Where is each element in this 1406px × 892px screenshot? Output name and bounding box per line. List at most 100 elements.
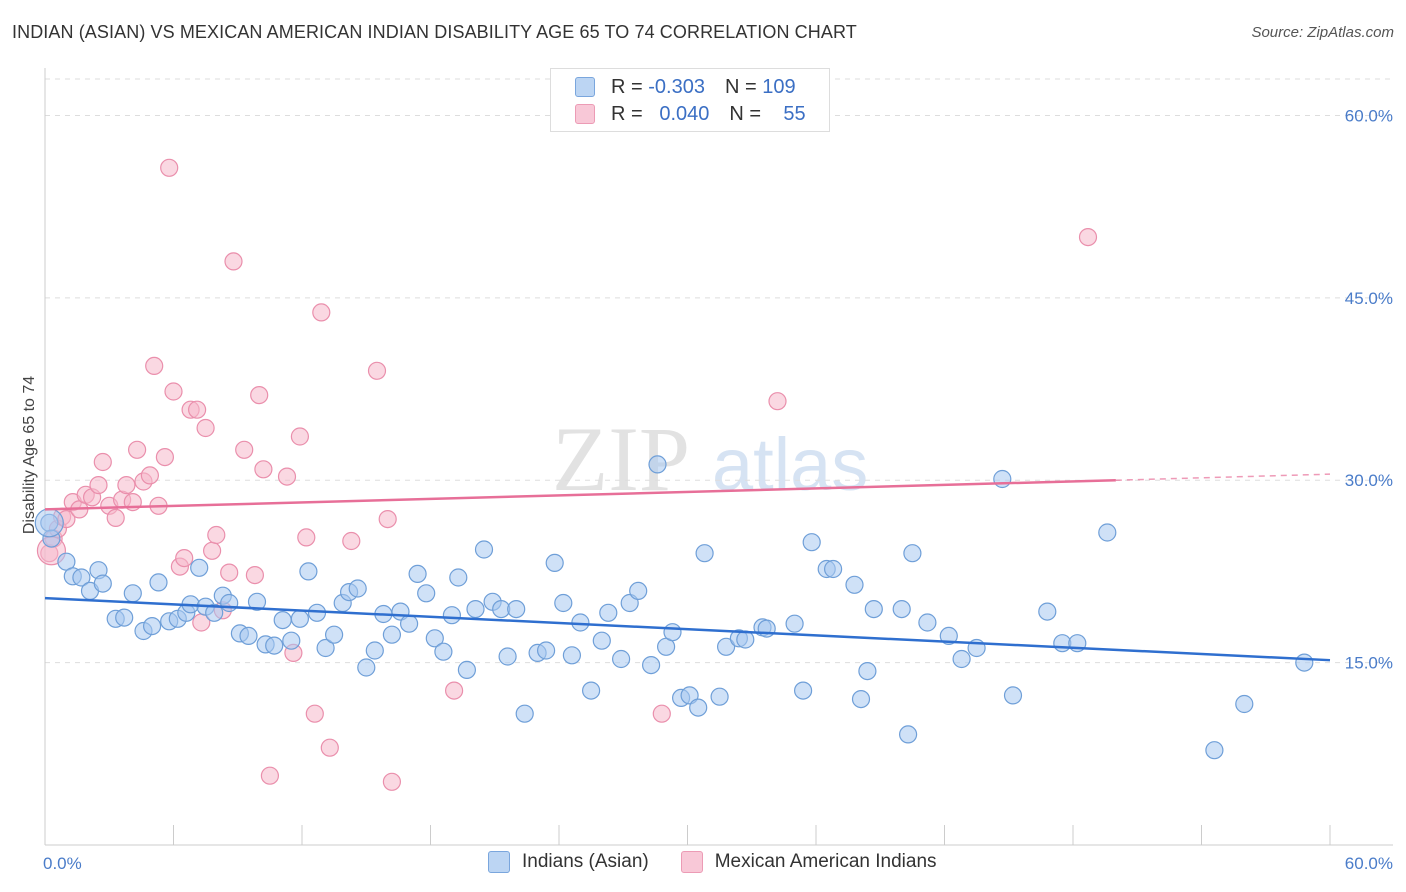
- bottom-legend-indians-asian: Indians (Asian): [488, 851, 649, 873]
- mexican-american-indians-point-47: [342, 531, 361, 551]
- indians-asian-point-47: [434, 642, 453, 661]
- trend-line-mexican-american-indians-extension: [1115, 473, 1331, 481]
- indians-asian-point-69: [629, 581, 648, 601]
- watermark-atlas: atlas: [712, 423, 868, 506]
- trend-line-indians-asian: [44, 596, 1331, 662]
- legend-n-value-2: 55: [783, 102, 806, 125]
- indians-asian-point-56: [507, 599, 526, 619]
- mexican-american-indians-point-42: [290, 427, 309, 446]
- mexican-american-indians-point-10: [93, 452, 112, 472]
- indians-asian-point-79: [716, 637, 736, 656]
- indians-asian-point-108: [1295, 653, 1314, 672]
- indians-asian-point-91: [858, 661, 877, 681]
- source-label: Source: ZipAtlas.com: [1251, 24, 1394, 41]
- indians-asian-point-66: [599, 603, 618, 622]
- legend-r-value-2: 0.040: [659, 102, 710, 125]
- indians-asian-point-77: [695, 544, 714, 563]
- indians-asian-point-101: [1003, 686, 1023, 705]
- series-indians-asian: [34, 455, 1314, 760]
- indians-asian-point-49: [449, 568, 468, 587]
- bottom-legend-swatch-pink: [680, 851, 703, 873]
- indians-asian-point-106: [1205, 741, 1224, 760]
- indians-asian-point-92: [864, 599, 883, 619]
- legend-n-value-1: 109: [762, 75, 796, 98]
- mexican-american-indians-point-29: [196, 418, 215, 438]
- indians-asian-point-70: [641, 655, 661, 675]
- indians-asian-point-78: [710, 687, 729, 706]
- indians-asian-point-105: [1098, 523, 1117, 542]
- mexican-american-indians-point-50: [382, 772, 401, 791]
- indians-asian-point-10: [123, 584, 142, 603]
- indians-asian-point-43: [400, 614, 419, 633]
- indians-asian-point-71: [648, 455, 667, 474]
- mexican-american-indians-point-46: [320, 738, 339, 757]
- indians-asian-point-84: [785, 614, 804, 633]
- indians-asian-cluster-point: [34, 508, 64, 538]
- indians-asian-point-50: [457, 660, 476, 680]
- x-tick-label-max: 60.0%: [1345, 854, 1393, 873]
- mexican-american-indians-point-36: [245, 565, 264, 585]
- mexican-american-indians-point-30: [203, 541, 222, 560]
- indians-asian-point-24: [239, 626, 258, 646]
- legend-r-label-2: R =: [611, 102, 643, 125]
- indians-asian-point-88: [823, 559, 843, 579]
- mexican-american-indians-point-18: [140, 466, 159, 485]
- indians-asian-point-45: [417, 584, 436, 603]
- mexican-american-indians-point-51: [445, 681, 464, 700]
- indians-asian-point-65: [592, 631, 611, 650]
- indians-asian-point-48: [442, 606, 461, 625]
- tick-labels: 15.0% 30.0% 45.0% 60.0% 0.0% 60.0%: [43, 106, 1393, 873]
- indians-asian-point-27: [265, 636, 284, 655]
- indians-asian-point-51: [466, 599, 485, 619]
- indians-asian-point-44: [408, 564, 427, 584]
- correlation-legend: R = -0.303 N = 109 R = 0.040 N = 55: [550, 68, 830, 132]
- bottom-legend: Indians (Asian) Mexican American Indians: [488, 851, 969, 873]
- mexican-american-indians-point-35: [235, 440, 254, 459]
- indians-asian-point-41: [382, 625, 401, 644]
- indians-asian-point-31: [299, 562, 318, 581]
- legend-row-mexican-american-indians: R = 0.040 N = 55: [575, 102, 806, 126]
- bottom-legend-label-2: Mexican American Indians: [714, 851, 937, 872]
- legend-r-label-1: R =: [611, 75, 643, 98]
- indians-asian-point-102: [1038, 602, 1057, 621]
- indians-asian-point-28: [273, 610, 292, 630]
- mexican-american-indians-point-31: [207, 525, 226, 545]
- mexican-american-indians-point-53: [768, 392, 787, 411]
- mexican-american-indians-point-14: [117, 476, 136, 495]
- y-tick-label-15: 15.0%: [1345, 654, 1393, 673]
- mexican-american-indians-point-54: [1078, 228, 1098, 247]
- indians-asian-point-7: [93, 574, 112, 593]
- mexican-american-indians-point-19: [145, 356, 164, 375]
- legend-swatch-blue: [575, 77, 595, 97]
- mexican-american-indians-point-22: [160, 158, 179, 177]
- mexican-american-indians-point-12: [106, 508, 125, 528]
- bottom-legend-mexican-american-indians: Mexican American Indians: [680, 851, 937, 873]
- indians-asian-point-39: [365, 641, 384, 660]
- mexican-american-indians-point-40: [277, 467, 297, 486]
- indians-asian-point-97: [939, 626, 958, 646]
- indians-asian-point-107: [1235, 694, 1254, 714]
- mexican-american-indians-point-48: [367, 361, 387, 380]
- indians-asian-point-61: [554, 593, 573, 613]
- mexican-american-indians-point-44: [305, 704, 324, 723]
- mexican-american-indians-point-16: [128, 440, 147, 459]
- mexican-american-indians-point-52: [652, 704, 671, 723]
- indians-asian-point-22: [220, 593, 239, 613]
- mexican-american-indians-point-25: [175, 548, 194, 568]
- indians-asian-point-89: [845, 575, 864, 594]
- mexican-american-indians-point-9: [89, 476, 108, 495]
- indians-asian-point-93: [892, 599, 911, 619]
- indians-asian-point-18: [190, 558, 209, 577]
- mexican-american-indians-point-39: [260, 766, 279, 785]
- mexican-american-indians-point-49: [378, 509, 397, 529]
- indians-asian-point-34: [325, 625, 344, 644]
- indians-asian-point-76: [689, 698, 708, 717]
- bottom-legend-swatch-blue: [488, 851, 510, 873]
- x-tick-label-min: 0.0%: [43, 854, 82, 873]
- indians-asian-point-46: [425, 629, 444, 648]
- y-tick-label-30: 30.0%: [1345, 471, 1393, 490]
- mexican-american-indians-point-34: [224, 252, 243, 271]
- indians-asian-point-73: [663, 623, 682, 642]
- mexican-american-indians-point-38: [254, 460, 273, 479]
